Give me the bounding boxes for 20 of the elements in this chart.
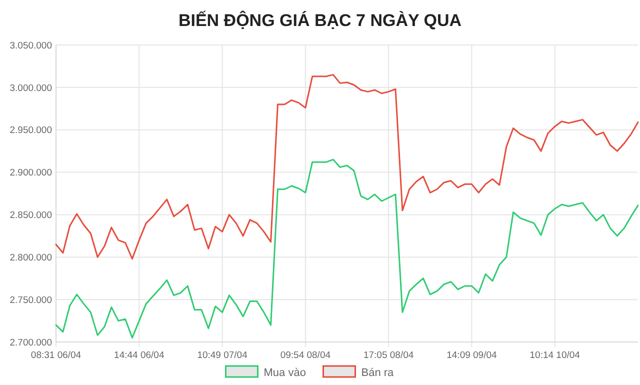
x-tick-label: 10:14 10/04 xyxy=(530,350,580,361)
x-tick-label: 09:54 08/04 xyxy=(280,350,331,361)
legend-label: Bán ra xyxy=(361,366,395,379)
y-tick-label: 2.700.000 xyxy=(10,337,52,348)
x-tick-label: 17:05 08/04 xyxy=(363,350,414,361)
chart-title: BIẾN ĐỘNG GIÁ BẠC 7 NGÀY QUA xyxy=(178,10,462,30)
line-series xyxy=(55,158,639,339)
x-tick-label: 14:09 09/04 xyxy=(446,350,497,361)
legend-label: Mua vào xyxy=(264,366,306,379)
y-tick-label: 3.000.000 xyxy=(10,82,52,94)
line-series xyxy=(55,74,639,260)
x-tick-label: 14:44 06/04 xyxy=(114,350,164,361)
y-tick-label: 2.850.000 xyxy=(10,210,52,222)
x-tick-label: 08:31 06/04 xyxy=(30,350,82,361)
y-tick-label: 2.800.000 xyxy=(10,252,52,264)
x-tick-label: 10:49 07/04 xyxy=(197,350,248,361)
y-tick-label: 3.050.000 xyxy=(10,40,52,52)
y-tick-label: 2.950.000 xyxy=(10,125,52,136)
y-tick-label: 2.900.000 xyxy=(10,168,52,179)
y-tick-label: 2.750.000 xyxy=(10,294,52,306)
